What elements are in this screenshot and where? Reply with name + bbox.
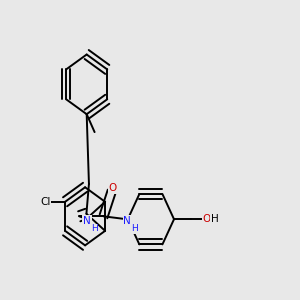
Text: O: O: [108, 183, 117, 194]
Text: Cl: Cl: [40, 197, 50, 207]
Text: O: O: [203, 214, 211, 224]
Text: H: H: [91, 224, 98, 233]
Text: H: H: [131, 224, 138, 233]
Text: H: H: [211, 214, 219, 224]
Text: N: N: [83, 216, 91, 226]
Text: N: N: [123, 216, 131, 226]
